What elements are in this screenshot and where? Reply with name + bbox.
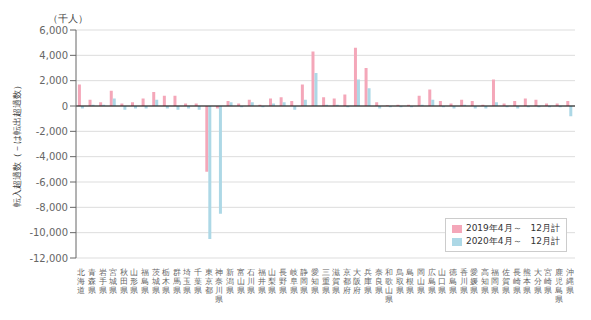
svg-text:福岡県: 福岡県 (491, 268, 499, 295)
svg-text:北海道: 北海道 (77, 268, 85, 295)
svg-text:静岡県: 静岡県 (300, 268, 308, 295)
svg-text:栃木県: 栃木県 (162, 268, 170, 295)
svg-text:群馬県: 群馬県 (172, 268, 181, 295)
svg-text:6,000: 6,000 (39, 25, 68, 36)
svg-text:大分県: 大分県 (534, 268, 542, 295)
svg-text:0: 0 (62, 101, 68, 112)
svg-text:福井県: 福井県 (258, 268, 266, 295)
svg-text:広島県: 広島県 (428, 268, 436, 295)
svg-text:鹿児島県: 鹿児島県 (555, 268, 563, 304)
svg-text:沖縄県: 沖縄県 (565, 268, 574, 295)
svg-text:島根県: 島根県 (406, 268, 414, 295)
svg-text:-4,000: -4,000 (36, 151, 68, 162)
svg-text:長崎県: 長崎県 (513, 268, 521, 295)
svg-text:山口県: 山口県 (438, 268, 446, 295)
svg-text:東京都: 東京都 (205, 268, 213, 295)
svg-text:岐阜県: 岐阜県 (290, 268, 298, 295)
svg-text:新潟県: 新潟県 (226, 268, 234, 295)
svg-text:兵庫県: 兵庫県 (364, 268, 372, 295)
svg-text:京都府: 京都府 (343, 268, 351, 295)
svg-text:神奈川県: 神奈川県 (215, 268, 223, 304)
svg-text:4,000: 4,000 (39, 50, 68, 61)
svg-text:奈良県: 奈良県 (375, 268, 383, 295)
svg-text:高知県: 高知県 (481, 268, 489, 295)
svg-text:山梨県: 山梨県 (268, 268, 276, 295)
svg-text:福島県: 福島県 (141, 268, 149, 295)
svg-text:-6,000: -6,000 (36, 177, 68, 188)
svg-text:和歌山県: 和歌山県 (385, 268, 393, 304)
svg-text:大阪府: 大阪府 (353, 268, 361, 295)
svg-text:2,000: 2,000 (39, 75, 68, 86)
svg-text:徳島県: 徳島県 (449, 268, 457, 295)
svg-text:山形県: 山形県 (130, 268, 138, 295)
svg-text:-8,000: -8,000 (36, 202, 68, 213)
svg-text:-2,000: -2,000 (36, 126, 68, 137)
svg-text:青森県: 青森県 (88, 268, 96, 295)
svg-text:愛知県: 愛知県 (311, 268, 319, 295)
svg-text:宮崎県: 宮崎県 (544, 268, 552, 295)
svg-text:秋田県: 秋田県 (120, 268, 128, 295)
svg-text:宮城県: 宮城県 (108, 268, 117, 295)
svg-text:鳥取県: 鳥取県 (395, 268, 404, 295)
svg-text:香川県: 香川県 (460, 268, 468, 295)
svg-text:千葉県: 千葉県 (194, 268, 202, 295)
svg-text:長野県: 長野県 (279, 268, 287, 295)
svg-text:茨城県: 茨城県 (151, 268, 160, 295)
svg-text:石川県: 石川県 (247, 268, 255, 295)
svg-text:富山県: 富山県 (237, 268, 245, 295)
svg-text:-12,000: -12,000 (29, 253, 68, 264)
svg-text:岡山県: 岡山県 (417, 268, 425, 295)
svg-text:佐賀県: 佐賀県 (502, 268, 510, 295)
svg-text:愛媛県: 愛媛県 (470, 268, 478, 295)
svg-text:滋賀県: 滋賀県 (332, 268, 340, 295)
svg-text:-10,000: -10,000 (29, 227, 68, 238)
svg-text:三重県: 三重県 (322, 268, 330, 295)
svg-text:岩手県: 岩手県 (99, 268, 107, 295)
svg-text:熊本県: 熊本県 (523, 268, 531, 295)
html-text:2019年4月～ 12月計: 2019年4月～ 12月計 (465, 223, 560, 233)
svg-text:転入超過数（－は転出超過数）: 転入超過数（－は転出超過数） (12, 81, 22, 207)
html-text:2020年4月～ 12月計: 2020年4月～ 12月計 (465, 236, 560, 246)
svg-text:埼玉県: 埼玉県 (182, 268, 191, 295)
html-text:（千人）: （千人） (48, 13, 88, 24)
